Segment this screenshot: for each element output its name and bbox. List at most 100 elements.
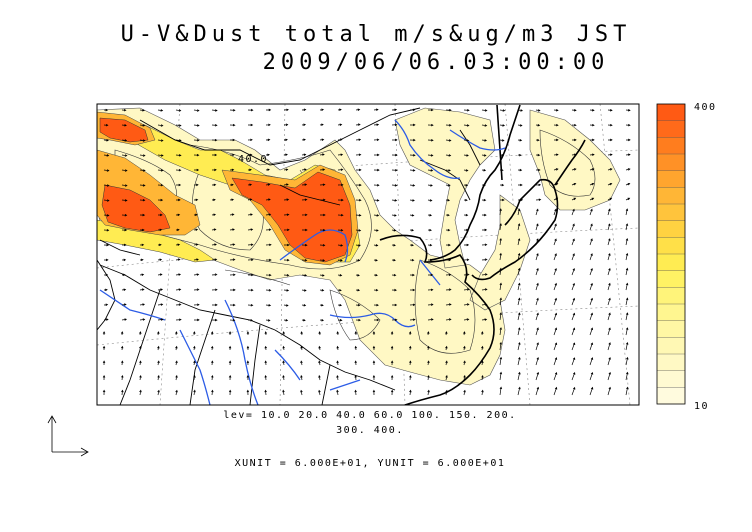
wind-arrow-icon xyxy=(247,213,253,216)
wind-arrow-icon xyxy=(139,360,142,366)
wind-arrow-icon xyxy=(283,289,290,292)
wind-arrow-icon xyxy=(463,243,470,247)
wind-arrow-icon xyxy=(463,374,466,381)
wind-arrow-icon xyxy=(481,288,488,291)
wind-arrow-icon xyxy=(300,389,303,396)
colorbar-band xyxy=(657,220,685,238)
wind-arrow-icon xyxy=(607,253,611,261)
wind-arrow-icon xyxy=(625,223,629,231)
wind-arrow-icon xyxy=(571,109,577,112)
wind-arrow-icon xyxy=(571,223,575,231)
wind-arrow-icon xyxy=(625,153,631,156)
wind-arrow-icon xyxy=(409,199,415,202)
wind-arrow-icon xyxy=(193,213,198,217)
wind-arrow-icon xyxy=(193,318,200,322)
wind-arrow-icon xyxy=(427,303,434,306)
wind-arrow-icon xyxy=(319,138,325,141)
wind-arrow-icon xyxy=(265,168,270,171)
wind-arrow-icon xyxy=(247,153,253,157)
wind-arrow-icon xyxy=(373,288,379,292)
wind-arrow-icon xyxy=(139,273,145,276)
wind-arrow-icon xyxy=(228,345,232,351)
wind-arrow-icon xyxy=(391,229,397,232)
wind-arrow-icon xyxy=(589,182,595,186)
wind-arrow-icon xyxy=(517,208,521,216)
wind-arrow-icon xyxy=(463,109,470,112)
wind-arrow-icon xyxy=(157,389,160,396)
wind-arrow-icon xyxy=(246,331,250,336)
wind-arrow-icon xyxy=(139,331,142,336)
wind-arrow-icon xyxy=(499,208,502,216)
wind-arrow-icon xyxy=(481,273,488,276)
wind-arrow-icon xyxy=(139,243,145,247)
wind-arrow-icon xyxy=(499,252,502,261)
wind-arrow-icon xyxy=(211,198,216,202)
wind-arrow-icon xyxy=(301,138,306,141)
wind-arrow-icon xyxy=(211,228,217,231)
map-title-line1: U-V&Dust total m/s&ug/m3 JST xyxy=(120,22,632,47)
wind-arrow-icon xyxy=(445,154,452,157)
wind-arrow-icon xyxy=(553,223,557,231)
wind-arrow-icon xyxy=(139,303,146,306)
colorbar-band xyxy=(657,137,685,155)
wind-arrow-icon xyxy=(157,345,160,351)
wind-arrow-icon xyxy=(337,213,344,217)
wind-arrow-icon xyxy=(553,153,559,156)
wind-arrow-icon xyxy=(607,386,611,396)
wind-arrow-icon xyxy=(390,331,394,336)
wind-arrow-icon xyxy=(103,273,109,277)
wind-arrow-icon xyxy=(408,331,412,336)
wind-arrow-icon xyxy=(193,153,200,157)
wind-arrow-icon xyxy=(246,345,250,351)
wind-arrow-icon xyxy=(103,154,110,157)
wind-arrow-icon xyxy=(102,331,106,336)
wind-arrow-icon xyxy=(427,331,430,336)
wind-arrow-icon xyxy=(625,138,631,142)
wind-arrow-icon xyxy=(337,244,344,247)
wind-arrow-icon xyxy=(517,356,521,366)
wind-arrow-icon xyxy=(246,360,250,366)
wind-arrow-icon xyxy=(571,327,576,336)
wind-arrow-icon xyxy=(625,312,629,321)
wind-arrow-icon xyxy=(409,374,412,381)
wind-arrow-icon xyxy=(319,244,326,247)
wind-arrow-icon xyxy=(193,258,199,261)
colorbar-band xyxy=(657,204,685,221)
wind-arrow-icon xyxy=(264,360,267,366)
wind-arrow-icon xyxy=(391,318,398,322)
colorbar-band xyxy=(657,370,685,388)
wind-arrow-icon xyxy=(535,282,539,291)
wind-arrow-icon xyxy=(301,259,308,262)
wind-arrow-icon xyxy=(409,108,416,112)
wind-arrow-icon xyxy=(607,138,613,142)
wind-arrow-icon xyxy=(211,243,217,246)
wind-arrow-icon xyxy=(372,345,376,351)
wind-arrow-icon xyxy=(247,319,254,322)
wind-arrow-icon xyxy=(553,123,559,127)
wind-arrow-icon xyxy=(463,154,469,157)
wind-arrow-icon xyxy=(391,288,397,292)
wind-arrow-icon xyxy=(157,360,160,366)
wind-arrow-icon xyxy=(499,386,503,396)
wind-arrow-icon xyxy=(445,345,448,351)
wind-arrow-icon xyxy=(157,154,164,157)
wind-arrow-icon xyxy=(211,109,218,112)
wind-arrow-icon xyxy=(139,389,142,396)
wind-arrow-icon xyxy=(571,297,576,306)
wind-arrow-icon xyxy=(103,228,110,232)
wind-arrow-icon xyxy=(589,253,593,261)
wind-arrow-icon xyxy=(481,258,488,261)
wind-arrow-icon xyxy=(535,198,542,201)
wind-arrow-icon xyxy=(553,386,558,396)
wind-arrow-icon xyxy=(410,288,416,292)
wind-arrow-icon xyxy=(247,228,254,231)
wind-arrow-icon xyxy=(499,139,505,142)
wind-arrow-icon xyxy=(535,312,539,321)
wind-arrow-icon xyxy=(300,345,303,351)
wind-arrow-icon xyxy=(535,153,541,157)
wind-arrow-icon xyxy=(319,259,326,262)
wind-arrow-icon xyxy=(373,229,379,232)
wind-arrow-icon xyxy=(175,109,182,112)
wind-arrow-icon xyxy=(247,183,253,186)
wind-arrow-icon xyxy=(445,184,451,187)
